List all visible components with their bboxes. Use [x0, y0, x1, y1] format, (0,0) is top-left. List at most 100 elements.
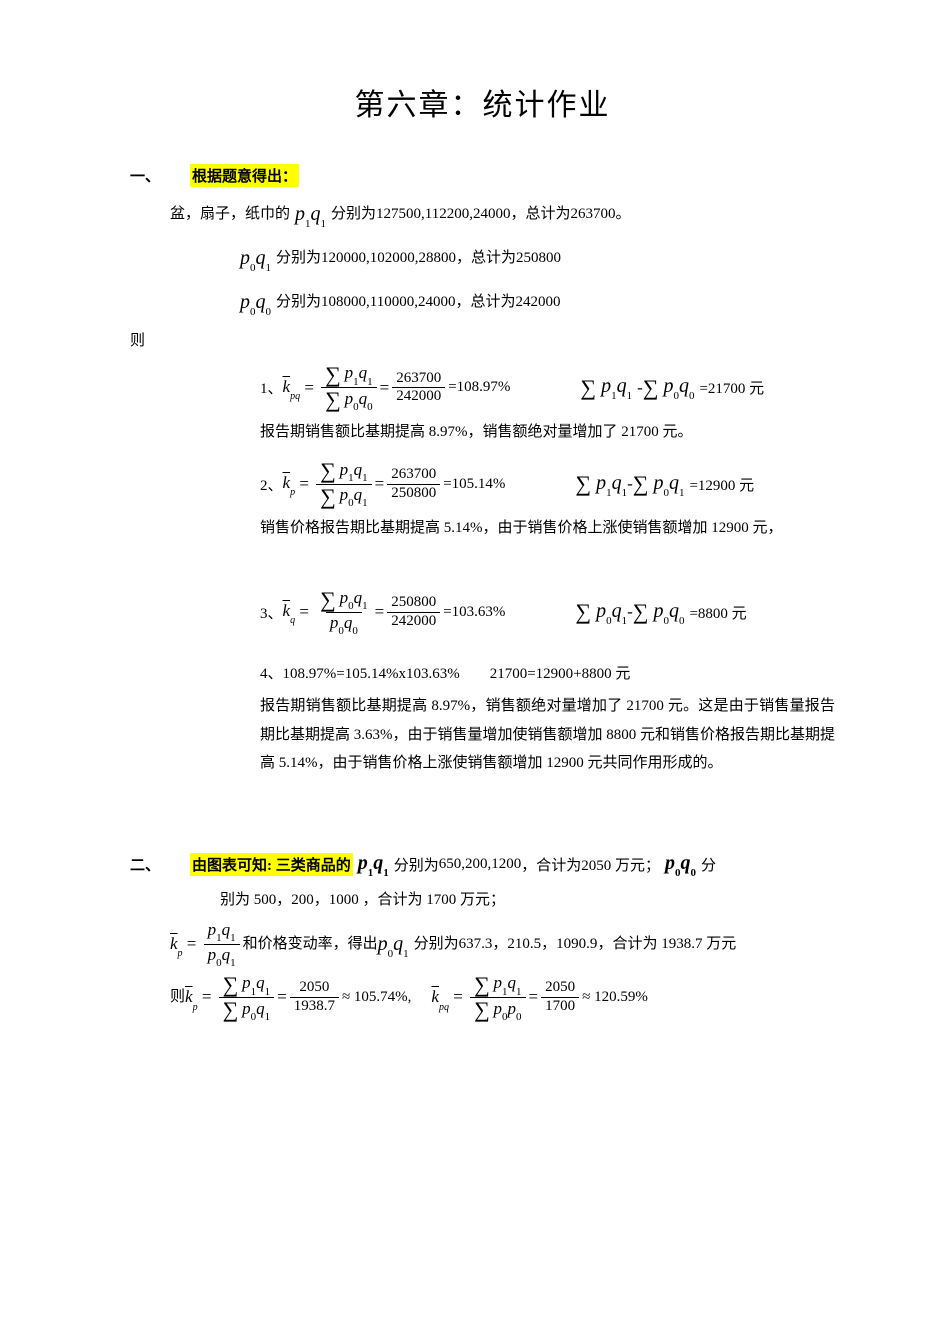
eq1-r1: p1q1	[596, 375, 637, 400]
sec2-frac3: 2050 1938.7	[290, 980, 339, 1015]
sec2-kpq: kpq	[431, 981, 449, 1013]
section-1-heading: 一、 根据题意得出：	[130, 164, 835, 187]
sec2-p0q1: p0q1	[378, 925, 414, 963]
sec2-p0q1-total: ，合计为 1938.7 万元	[597, 930, 736, 959]
section-2-highlight: 由图表可知: 三类商品的	[190, 853, 353, 876]
p0q0-values: 108000,110000,24000	[321, 288, 455, 317]
eq1-lhs: kpq	[283, 377, 301, 399]
eq2-conclusion: 销售价格报告期比基期提高 5.14%，由于销售价格上涨使销售额增加 12900 …	[260, 514, 835, 543]
sec2-kpqden: 1700	[541, 997, 579, 1015]
p0q1-total: 250800	[516, 244, 561, 273]
eq1-frac2: 263700 242000	[392, 371, 445, 406]
eq4-para: 报告期销售额比基期提高 8.97%，销售额绝对量增加了 21700 元。这是由于…	[260, 692, 835, 778]
sec2-kpres: ≈ 105.74%,	[342, 983, 411, 1012]
sec2-frac1: p1q1 p0q1	[204, 921, 240, 968]
eq2-num: 263700	[387, 467, 440, 484]
sec2-fen: 分	[701, 854, 716, 875]
p1q1-total: 263700	[571, 200, 616, 229]
sec2-midtext: 和价格变动率，得出	[243, 930, 378, 959]
sec2-frac5: 2050 1700	[541, 980, 579, 1015]
section-2-number: 二、	[130, 854, 190, 875]
sec2-frac4: ∑ p1q1 ∑ p0p0	[470, 974, 525, 1022]
eq4-line1: 4、108.97%=105.14%x103.63% 21700=12900+88…	[260, 660, 835, 689]
sec2-eq4: =	[449, 981, 467, 1013]
sym-p0q1: p0q1	[240, 239, 276, 277]
eq2-r1: p1q1	[591, 472, 627, 497]
eq-2: 2、 kp = ∑ p1q1 ∑ p0q1 = 263700 250800 =1…	[130, 460, 835, 508]
sec2-p1q1-total: 2050 万元；	[581, 854, 660, 875]
sigma-icon-5: ∑	[575, 601, 591, 623]
eq2-frac2: 263700 250800	[387, 467, 440, 502]
sym-p0q0: p0q0	[240, 283, 276, 321]
eq1-eq2: =	[380, 378, 390, 398]
eq3-r1: p0q1	[591, 600, 627, 625]
sec2-kp2: kp	[185, 981, 198, 1013]
p0q0-total: 242000	[515, 288, 560, 317]
intro-mid: 分别为	[331, 200, 376, 229]
sigma-icon-6: ∑	[633, 601, 649, 623]
sec2-t2: ，合计为	[521, 854, 581, 875]
eq3-result: =103.63%	[443, 604, 505, 621]
sec2-p0q0-vals: 500，200，1000	[254, 892, 359, 908]
eq3-den: 242000	[387, 612, 440, 630]
p0q1-mid: 分别为	[276, 244, 321, 273]
eq3-frac2: 250800 242000	[387, 595, 440, 630]
eq1-num: 263700	[392, 371, 445, 388]
sec2-kp: kp	[170, 928, 183, 960]
sec2-kpqres: ≈ 120.59%	[582, 983, 648, 1012]
section-2-heading: 二、 由图表可知: 三类商品的 p1q1 分别为 650,200,1200 ，合…	[130, 852, 835, 877]
eq3-lhs: kq	[283, 601, 296, 623]
eq2-frac1: ∑ p1q1 ∑ p0q1	[316, 460, 371, 508]
sec2-t3: 分别为	[414, 930, 459, 959]
eq2-r2: p0q1	[648, 472, 689, 497]
eq3-num: 250800	[387, 595, 440, 612]
total-label-2: ，总计为	[456, 244, 516, 273]
eq1-r2: p0q0	[658, 375, 699, 400]
sec2-p0q0-total: ，合计为 1700 万元；	[363, 892, 506, 908]
sec2-kpqnum: 2050	[541, 980, 579, 997]
sigma-icon: ∑	[580, 377, 596, 399]
eq1-label: 1、	[260, 377, 283, 398]
sec2-t1: 分别为	[394, 854, 439, 875]
sym-p1q1: p1q1	[290, 195, 331, 233]
total-label-3: ，总计为	[455, 288, 515, 317]
sec2-p0q0: p0q0	[660, 852, 701, 877]
sec2-kpnum: 2050	[295, 980, 333, 997]
sec2-ze: 则	[170, 983, 185, 1012]
sec2-eq1: kp = p1q1 p0q1 和价格变动率，得出 p0q1 分别为 637.3，…	[170, 921, 835, 968]
section-1-highlight: 根据题意得出：	[190, 164, 299, 187]
sigma-icon-4: ∑	[633, 473, 649, 495]
eq2-den: 250800	[387, 484, 440, 502]
eq3-frac1: ∑ p0q1 p0q0	[316, 589, 371, 636]
intro-p0q0: p0q0 分别为 108000,110000,24000 ，总计为 242000	[240, 283, 835, 321]
sec2-biewei: 别为	[220, 892, 254, 908]
sec2-eq2: =	[198, 981, 216, 1013]
section-1-number: 一、	[130, 165, 190, 186]
eq1-den: 242000	[392, 387, 445, 405]
total-label-1: ，总计为	[510, 200, 570, 229]
sec2-p0q1-vals: 637.3，210.5，1090.9	[459, 930, 598, 959]
eq3-eq2: =	[375, 602, 385, 622]
sec2-eq3: =	[277, 981, 287, 1013]
eq1-conclusion: 报告期销售额比基期提高 8.97%，销售额绝对量增加了 21700 元。	[260, 418, 835, 447]
intro-p1q1: 盆，扇子，纸巾的 p1q1 分别为 127500,112200,24000 ，总…	[170, 195, 835, 233]
sec2-p1q1: p1q1	[353, 852, 394, 877]
eq3-r2: p0q0	[648, 600, 689, 625]
eq1-equals: =	[300, 378, 318, 398]
eq-3: 3、 kq = ∑ p0q1 p0q0 = 250800 242000 =103…	[130, 589, 835, 636]
sec2-eq5: =	[529, 981, 539, 1013]
p1q1-values: 127500,112200,24000	[376, 200, 510, 229]
eq1-diff: =21700 元	[699, 377, 764, 398]
eq2-lhs: kp	[283, 473, 296, 495]
eq2-equals: =	[295, 474, 313, 494]
eq3-diff: =8800 元	[689, 602, 746, 623]
sigma-icon-3: ∑	[575, 473, 591, 495]
sec2-final: 则 kp = ∑ p1q1 ∑ p0q1 = 2050 1938.7 ≈ 105…	[170, 974, 835, 1022]
sec2-line2: 别为 500，200，1000 ，合计为 1700 万元；	[220, 885, 835, 915]
eq3-label: 3、	[260, 602, 283, 623]
ze-1: 则	[130, 329, 835, 350]
eq-1: 1、 kpq = ∑ p1q1 ∑ p0q0 = 263700 242000 =…	[130, 364, 835, 412]
sec2-eq1-eq: =	[183, 928, 201, 960]
sec2-frac2: ∑ p1q1 ∑ p0q1	[219, 974, 274, 1022]
sec2-kpden: 1938.7	[290, 997, 339, 1015]
